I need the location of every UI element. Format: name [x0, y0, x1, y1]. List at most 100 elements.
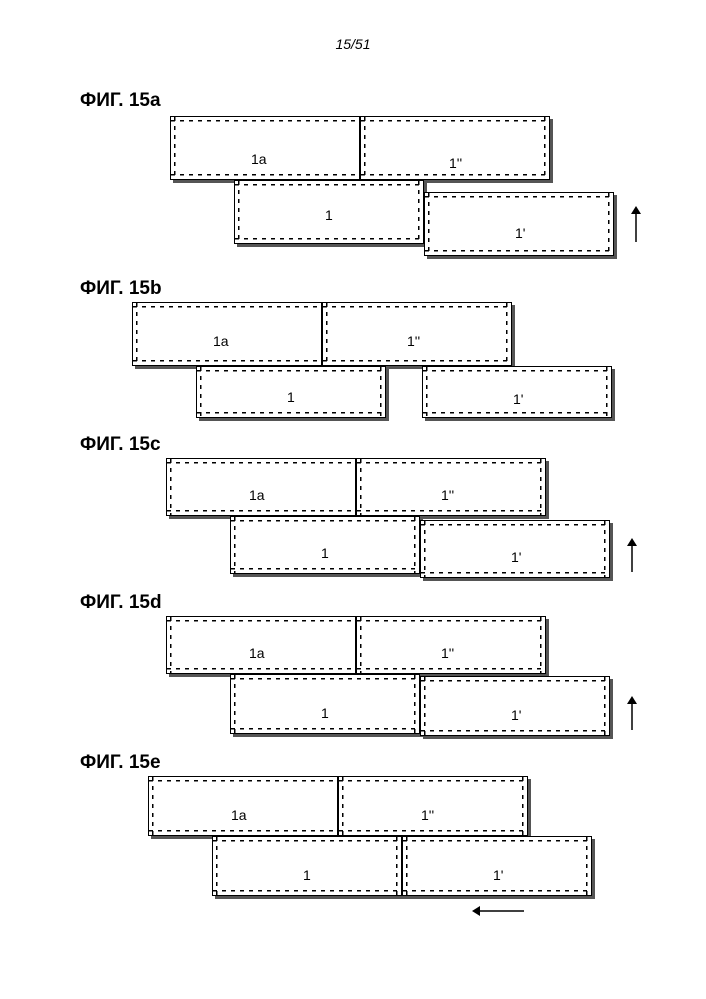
- panel-label: 1a: [249, 645, 265, 661]
- panel-1a: 1a: [170, 116, 360, 180]
- panel-dash: [403, 839, 591, 843]
- panel-label: 1': [493, 867, 503, 883]
- panel-1dd: 1'': [356, 458, 546, 516]
- panel-dash: [235, 237, 423, 241]
- panel-1d: 1': [420, 676, 610, 736]
- panel-dash: [151, 777, 155, 835]
- panel-dash: [539, 617, 543, 673]
- panel-label: 1: [321, 545, 329, 561]
- panel-dash: [339, 829, 527, 833]
- panel-1: 1: [234, 180, 424, 244]
- panel-1a: 1a: [148, 776, 338, 836]
- panel-dash: [405, 837, 409, 895]
- page-root: 15/51 ФИГ. 15a1a1''11'ФИГ. 15b1a1''11'ФИ…: [0, 0, 706, 999]
- panel-dash: [235, 183, 423, 187]
- panel-dash: [423, 411, 611, 415]
- panel-dash: [167, 619, 355, 623]
- figure-title: ФИГ. 15b: [80, 278, 162, 300]
- panel-dash: [423, 677, 427, 735]
- panel-1: 1: [196, 366, 386, 418]
- panel-dash: [421, 679, 609, 683]
- panel-label: 1: [325, 207, 333, 223]
- panel-1a: 1a: [166, 458, 356, 516]
- panel-dash: [603, 677, 607, 735]
- panel-label: 1': [511, 549, 521, 565]
- panel-dash: [395, 837, 399, 895]
- panel-dash: [231, 519, 419, 523]
- panel-dash: [603, 521, 607, 577]
- panel-dash: [421, 571, 609, 575]
- panel-dash: [363, 117, 367, 179]
- panel-dash: [357, 461, 545, 465]
- panel-dash: [521, 777, 525, 835]
- panel-1dd: 1'': [360, 116, 550, 180]
- panel-dash: [427, 193, 431, 255]
- page-number: 15/51: [0, 36, 706, 52]
- panel-label: 1'': [449, 155, 462, 171]
- panel-dash: [171, 119, 359, 123]
- panel-dash: [341, 777, 345, 835]
- panel-dash: [403, 889, 591, 893]
- panel-1a: 1a: [132, 302, 322, 366]
- figure-title: ФИГ. 15d: [80, 592, 162, 614]
- panel-1d: 1': [424, 192, 614, 256]
- panel-1d: 1': [420, 520, 610, 578]
- arrow-up-icon: [628, 206, 644, 247]
- panel-1: 1: [230, 674, 420, 734]
- panel-1dd: 1'': [356, 616, 546, 674]
- panel-dash: [133, 359, 321, 363]
- panel-label: 1': [511, 707, 521, 723]
- panel-dash: [197, 369, 385, 373]
- panel-dash: [231, 677, 419, 681]
- panel-dash: [233, 675, 237, 733]
- panel-dash: [173, 117, 177, 179]
- panel-dash: [357, 509, 545, 513]
- panel-dash: [233, 517, 237, 573]
- panel-dash: [197, 411, 385, 415]
- panel-dash: [505, 303, 509, 365]
- panel-dash: [357, 619, 545, 623]
- arrow-up-icon: [624, 538, 640, 577]
- panel-label: 1: [303, 867, 311, 883]
- arrow-left-icon: [472, 904, 524, 923]
- panel-dash: [213, 889, 401, 893]
- panel-dash: [133, 305, 321, 309]
- panel-label: 1a: [231, 807, 247, 823]
- panel-label: 1': [515, 225, 525, 241]
- panel-dash: [421, 523, 609, 527]
- panel-dash: [425, 249, 613, 253]
- arrow-up-icon: [624, 696, 640, 735]
- panel-dash: [231, 727, 419, 731]
- panel-dash: [169, 617, 173, 673]
- panel-dash: [359, 459, 363, 515]
- figure-title: ФИГ. 15a: [80, 90, 161, 112]
- panel-1dd: 1'': [322, 302, 512, 366]
- panel-1: 1: [212, 836, 402, 896]
- panel-dash: [423, 521, 427, 577]
- panel-dash: [607, 193, 611, 255]
- panel-dash: [361, 119, 549, 123]
- panel-dash: [539, 459, 543, 515]
- panel-label: 1'': [421, 807, 434, 823]
- panel-dash: [425, 367, 429, 417]
- panel-dash: [379, 367, 383, 417]
- panel-dash: [543, 117, 547, 179]
- panel-dash: [421, 729, 609, 733]
- panel-dash: [323, 305, 511, 309]
- panel-label: 1'': [407, 333, 420, 349]
- panel-label: 1': [513, 391, 523, 407]
- panel-label: 1'': [441, 645, 454, 661]
- panel-dash: [339, 779, 527, 783]
- panel-dash: [359, 617, 363, 673]
- panel-dash: [413, 517, 417, 573]
- panel-dash: [413, 675, 417, 733]
- panel-dash: [323, 359, 511, 363]
- panel-dash: [171, 173, 359, 177]
- panel-dash: [169, 459, 173, 515]
- panel-label: 1a: [213, 333, 229, 349]
- panel-dash: [167, 461, 355, 465]
- panel-dash: [167, 667, 355, 671]
- panel-dash: [213, 839, 401, 843]
- panel-dash: [135, 303, 139, 365]
- panel-dash: [199, 367, 203, 417]
